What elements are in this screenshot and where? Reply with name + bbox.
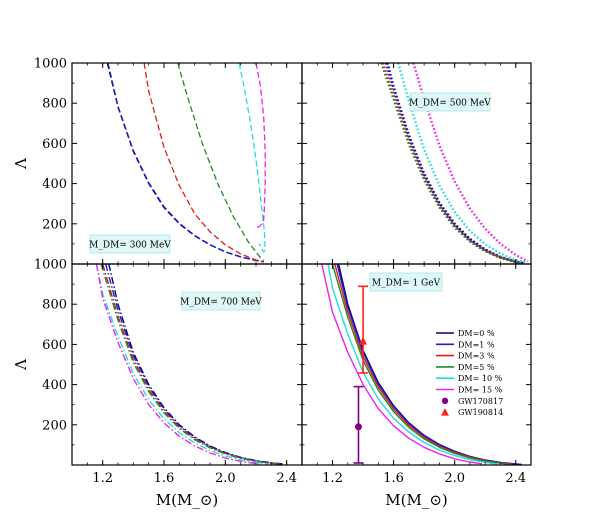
panel-1-series-dm-15 bbox=[255, 63, 266, 228]
panel-4-series-dm-15 bbox=[321, 264, 483, 465]
panel-3-series-dm-0 bbox=[108, 264, 284, 465]
svg-text:DM= 15 %: DM= 15 % bbox=[458, 386, 503, 395]
panel-3-series-dm-10 bbox=[95, 264, 269, 465]
x-tick-label: 2.0 bbox=[444, 471, 465, 486]
y-tick-label: 200 bbox=[42, 217, 67, 232]
svg-text:GW170817: GW170817 bbox=[458, 397, 503, 406]
panel-3-series-dm-1 bbox=[105, 264, 283, 465]
panel-1-series-dm-5 bbox=[177, 63, 265, 262]
panel-4-label: M_DM= 1 GeV bbox=[369, 272, 443, 292]
panel-1-series-dm-3 bbox=[143, 63, 264, 263]
y-axis-label: Λ bbox=[12, 359, 30, 371]
svg-text:DM=5 %: DM=5 % bbox=[458, 363, 495, 372]
panel-1-series-dm-1 bbox=[107, 63, 264, 263]
legend-entry-dm-1: DM=1 % bbox=[436, 340, 495, 349]
y-tick-label: 600 bbox=[42, 338, 67, 353]
svg-text:DM= 10 %: DM= 10 % bbox=[458, 374, 503, 383]
svg-text:GW190814: GW190814 bbox=[458, 408, 503, 417]
panel-2-label: M_DM= 500 MeV bbox=[409, 92, 491, 112]
svg-text:M_DM= 700 MeV: M_DM= 700 MeV bbox=[180, 298, 262, 308]
x-tick-label: 1.2 bbox=[322, 471, 343, 486]
panel-4-series-dm-10 bbox=[327, 264, 498, 465]
panel-3-series-dm-15 bbox=[95, 264, 263, 465]
y-axis-label: Λ bbox=[12, 158, 30, 170]
legend-entry-dm-15: DM= 15 % bbox=[436, 386, 503, 395]
observation-gw170817 bbox=[353, 385, 364, 464]
x-axis-label: M(M_⊙) bbox=[156, 491, 219, 509]
svg-text:M_DM= 1 GeV: M_DM= 1 GeV bbox=[372, 279, 441, 289]
legend-entry-dm-3: DM=3 % bbox=[436, 352, 495, 361]
y-tick-label: 400 bbox=[42, 378, 67, 393]
panel-3-series-dm-5 bbox=[100, 264, 280, 465]
svg-text:DM=3 %: DM=3 % bbox=[458, 352, 495, 361]
legend-entry-dm-5: DM=5 % bbox=[436, 363, 495, 372]
panel-2-series-dm-1 bbox=[384, 63, 524, 264]
svg-text:M_DM= 500 MeV: M_DM= 500 MeV bbox=[409, 99, 491, 109]
x-axis-label: M(M_⊙) bbox=[385, 491, 448, 509]
panel-3-label: M_DM= 700 MeV bbox=[180, 291, 262, 311]
y-tick-label: 1000 bbox=[34, 258, 67, 273]
legend-entry-gw190814: GW190814 bbox=[441, 408, 503, 417]
svg-text:M_DM= 300 MeV: M_DM= 300 MeV bbox=[89, 241, 171, 251]
x-tick-label: 1.6 bbox=[383, 471, 404, 486]
panel-4-frame bbox=[301, 263, 532, 466]
x-tick-label: 1.2 bbox=[92, 471, 113, 486]
x-tick-label: 2.0 bbox=[215, 471, 236, 486]
panel-2-series-dm-10 bbox=[397, 63, 527, 264]
panel-4: M_DM= 1 GeV bbox=[301, 263, 532, 466]
y-tick-label: 800 bbox=[42, 97, 67, 112]
panel-3-series-dm-3 bbox=[102, 264, 281, 465]
legend-entry-dm-10: DM= 10 % bbox=[436, 374, 503, 383]
panel-1-series-dm-0 bbox=[106, 63, 264, 263]
panel-1-series-dm-10 bbox=[238, 63, 266, 253]
y-tick-label: 800 bbox=[42, 298, 67, 313]
x-tick-label: 1.6 bbox=[154, 471, 175, 486]
panel-1: M_DM= 300 MeV bbox=[71, 62, 303, 265]
panel-2: M_DM= 500 MeV bbox=[301, 62, 532, 265]
panel-2-series-dm-15 bbox=[412, 63, 529, 263]
svg-text:DM=0 %: DM=0 % bbox=[458, 329, 495, 338]
y-tick-label: 600 bbox=[42, 137, 67, 152]
y-tick-label: 200 bbox=[42, 418, 67, 433]
panel-1-label: M_DM= 300 MeV bbox=[89, 234, 171, 254]
legend-entry-dm-0: DM=0 % bbox=[436, 329, 495, 338]
x-tick-label: 2.4 bbox=[505, 471, 526, 486]
legend-entry-gw170817: GW170817 bbox=[441, 397, 503, 406]
y-tick-label: 1000 bbox=[34, 57, 67, 72]
x-tick-label: 2.4 bbox=[276, 471, 297, 486]
svg-text:DM=1 %: DM=1 % bbox=[458, 340, 495, 349]
panel-2-series-dm-3 bbox=[381, 63, 522, 264]
observation-gw190814 bbox=[358, 285, 369, 374]
y-tick-label: 400 bbox=[42, 177, 67, 192]
panel-3: M_DM= 700 MeV bbox=[71, 263, 303, 466]
